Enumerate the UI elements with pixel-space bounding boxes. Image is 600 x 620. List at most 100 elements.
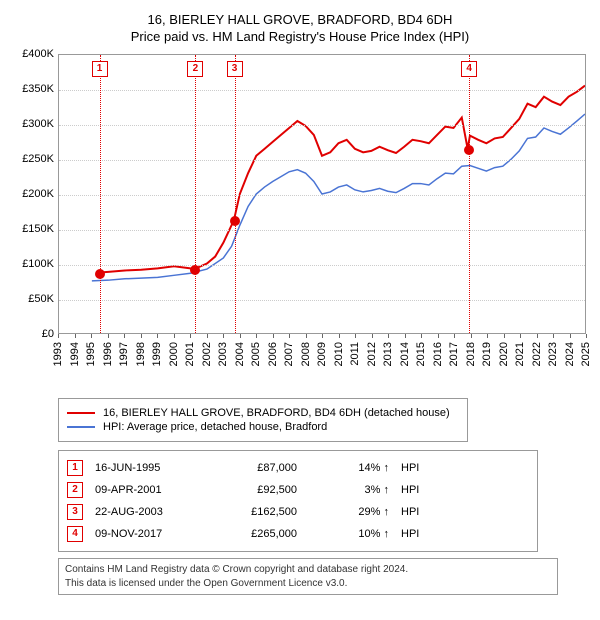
y-tick-label: £50K — [28, 293, 54, 305]
legend-swatch — [67, 426, 95, 428]
sale-marker-line — [195, 55, 196, 333]
y-tick-label: £150K — [22, 223, 54, 235]
gridline — [59, 125, 585, 126]
x-tick — [223, 334, 224, 338]
series-line — [92, 114, 585, 281]
x-tick-label: 2007 — [283, 342, 295, 366]
legend-swatch — [67, 412, 95, 414]
x-tick — [487, 334, 488, 338]
sales-row: 116-JUN-1995£87,00014% ↑HPI — [63, 457, 533, 479]
legend-label: 16, BIERLEY HALL GROVE, BRADFORD, BD4 6D… — [103, 407, 450, 419]
sale-marker-line — [469, 55, 470, 333]
gridline — [59, 230, 585, 231]
x-tick — [586, 334, 587, 338]
sale-marker-box: 2 — [187, 61, 203, 77]
x-tick-label: 2014 — [399, 342, 411, 366]
x-tick — [438, 334, 439, 338]
footer-line2: This data is licensed under the Open Gov… — [65, 577, 551, 591]
x-tick-label: 2006 — [267, 342, 279, 366]
x-tick-label: 2022 — [531, 342, 543, 366]
chart-area: £0£50K£100K£150K£200K£250K£300K£350K£400… — [14, 54, 586, 394]
x-tick-label: 2016 — [432, 342, 444, 366]
x-tick-label: 2025 — [580, 342, 592, 366]
x-tick — [405, 334, 406, 338]
x-tick-label: 2023 — [547, 342, 559, 366]
x-tick-label: 2021 — [514, 342, 526, 366]
x-tick — [240, 334, 241, 338]
sale-marker-box: 1 — [92, 61, 108, 77]
sale-marker-dot — [95, 269, 105, 279]
y-tick-label: £0 — [42, 328, 54, 340]
x-tick — [454, 334, 455, 338]
sale-index-box: 4 — [67, 526, 83, 542]
legend-label: HPI: Average price, detached house, Brad… — [103, 421, 327, 433]
legend-item: 16, BIERLEY HALL GROVE, BRADFORD, BD4 6D… — [67, 407, 459, 419]
chart-subtitle: Price paid vs. HM Land Registry's House … — [14, 29, 586, 44]
x-tick — [570, 334, 571, 338]
sales-table: 116-JUN-1995£87,00014% ↑HPI209-APR-2001£… — [58, 450, 538, 552]
sale-hpi-label: HPI — [401, 484, 451, 496]
gridline — [59, 90, 585, 91]
x-tick-label: 2005 — [250, 342, 262, 366]
sale-index-box: 3 — [67, 504, 83, 520]
sales-row: 409-NOV-2017£265,00010% ↑HPI — [63, 523, 533, 545]
x-tick — [273, 334, 274, 338]
x-tick — [124, 334, 125, 338]
x-tick — [256, 334, 257, 338]
sale-date: 09-APR-2001 — [95, 484, 215, 496]
x-tick-label: 2012 — [366, 342, 378, 366]
x-tick — [157, 334, 158, 338]
x-tick-label: 2020 — [498, 342, 510, 366]
x-tick — [553, 334, 554, 338]
line-svg — [59, 55, 585, 333]
x-tick-label: 2024 — [564, 342, 576, 366]
gridline — [59, 265, 585, 266]
sale-hpi-label: HPI — [401, 462, 451, 474]
sale-price: £265,000 — [227, 528, 317, 540]
x-tick-label: 2003 — [217, 342, 229, 366]
x-tick — [58, 334, 59, 338]
x-tick — [421, 334, 422, 338]
x-tick — [190, 334, 191, 338]
x-tick — [322, 334, 323, 338]
x-tick-label: 1994 — [69, 342, 81, 366]
sales-row: 322-AUG-2003£162,50029% ↑HPI — [63, 501, 533, 523]
x-tick — [91, 334, 92, 338]
x-tick — [504, 334, 505, 338]
x-tick-label: 1998 — [135, 342, 147, 366]
y-tick-label: £350K — [22, 83, 54, 95]
x-tick — [108, 334, 109, 338]
sale-pct: 10% ↑ — [329, 528, 389, 540]
x-tick-label: 2019 — [481, 342, 493, 366]
chart-title: 16, BIERLEY HALL GROVE, BRADFORD, BD4 6D… — [14, 12, 586, 27]
x-tick — [306, 334, 307, 338]
x-tick-label: 2018 — [465, 342, 477, 366]
chart-container: 16, BIERLEY HALL GROVE, BRADFORD, BD4 6D… — [0, 0, 600, 605]
x-tick — [141, 334, 142, 338]
x-tick — [289, 334, 290, 338]
sale-marker-line — [235, 55, 236, 333]
y-tick-label: £300K — [22, 118, 54, 130]
sales-row: 209-APR-2001£92,5003% ↑HPI — [63, 479, 533, 501]
sale-hpi-label: HPI — [401, 506, 451, 518]
sale-marker-dot — [190, 265, 200, 275]
sale-marker-dot — [464, 145, 474, 155]
series-line — [99, 86, 585, 273]
sale-index-box: 1 — [67, 460, 83, 476]
x-tick — [75, 334, 76, 338]
sale-price: £87,000 — [227, 462, 317, 474]
sale-date: 09-NOV-2017 — [95, 528, 215, 540]
gridline — [59, 300, 585, 301]
x-tick — [520, 334, 521, 338]
gridline — [59, 195, 585, 196]
legend-box: 16, BIERLEY HALL GROVE, BRADFORD, BD4 6D… — [58, 398, 468, 442]
x-tick-label: 2004 — [234, 342, 246, 366]
footer-line1: Contains HM Land Registry data © Crown c… — [65, 563, 551, 577]
gridline — [59, 160, 585, 161]
x-tick-label: 2015 — [415, 342, 427, 366]
x-tick-label: 2013 — [382, 342, 394, 366]
x-tick-label: 2017 — [448, 342, 460, 366]
x-tick-label: 1997 — [118, 342, 130, 366]
x-tick — [388, 334, 389, 338]
x-tick — [372, 334, 373, 338]
